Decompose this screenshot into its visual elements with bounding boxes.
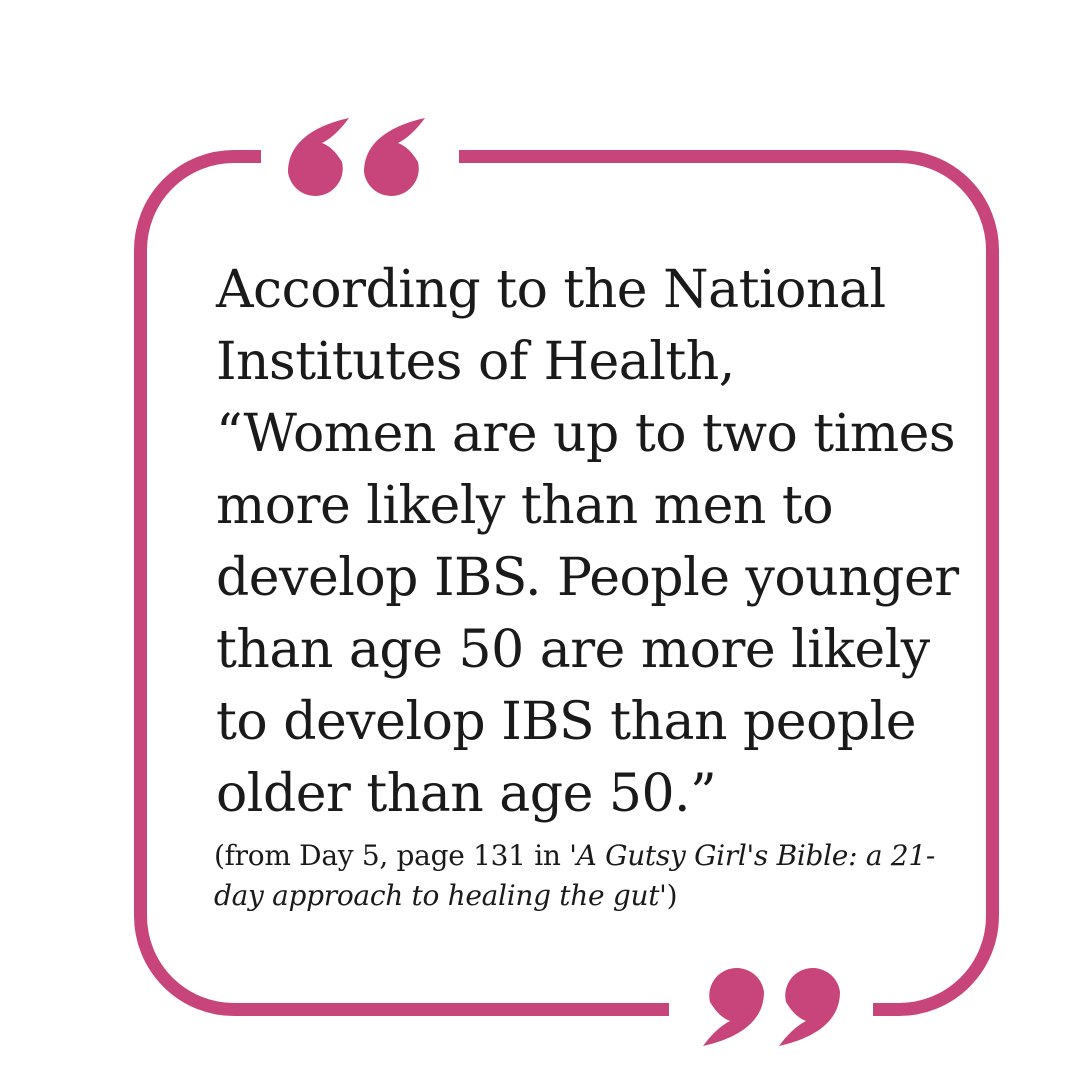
- book-title-part2: day approach to healing the gut: [214, 879, 660, 912]
- quote-line: to develop IBS than people: [216, 692, 917, 752]
- book-title-part1: A Gutsy Girl's Bible: a 21-: [576, 839, 936, 872]
- closing-quote-icon: [703, 968, 840, 1046]
- attribution-suffix: '): [659, 879, 678, 912]
- attribution-line: day approach to healing the gut'): [214, 876, 935, 916]
- quote-line: more likely than men to: [216, 476, 834, 536]
- quote-line: than age 50 are more likely: [216, 620, 930, 680]
- quote-line: According to the National: [216, 260, 886, 320]
- quote-line: Institutes of Health,: [216, 332, 735, 392]
- quote-line: develop IBS. People younger: [216, 548, 959, 608]
- quote-line: older than age 50.”: [216, 764, 717, 824]
- quote-text: According to the National Institutes of …: [216, 254, 959, 830]
- attribution: (from Day 5, page 131 in 'A Gutsy Girl's…: [214, 836, 935, 916]
- quote-line: “Women are up to two times: [216, 404, 956, 464]
- attribution-prefix: (from Day 5, page 131 in ': [214, 839, 577, 872]
- opening-quote-icon: [288, 118, 425, 196]
- attribution-line: (from Day 5, page 131 in 'A Gutsy Girl's…: [214, 836, 935, 876]
